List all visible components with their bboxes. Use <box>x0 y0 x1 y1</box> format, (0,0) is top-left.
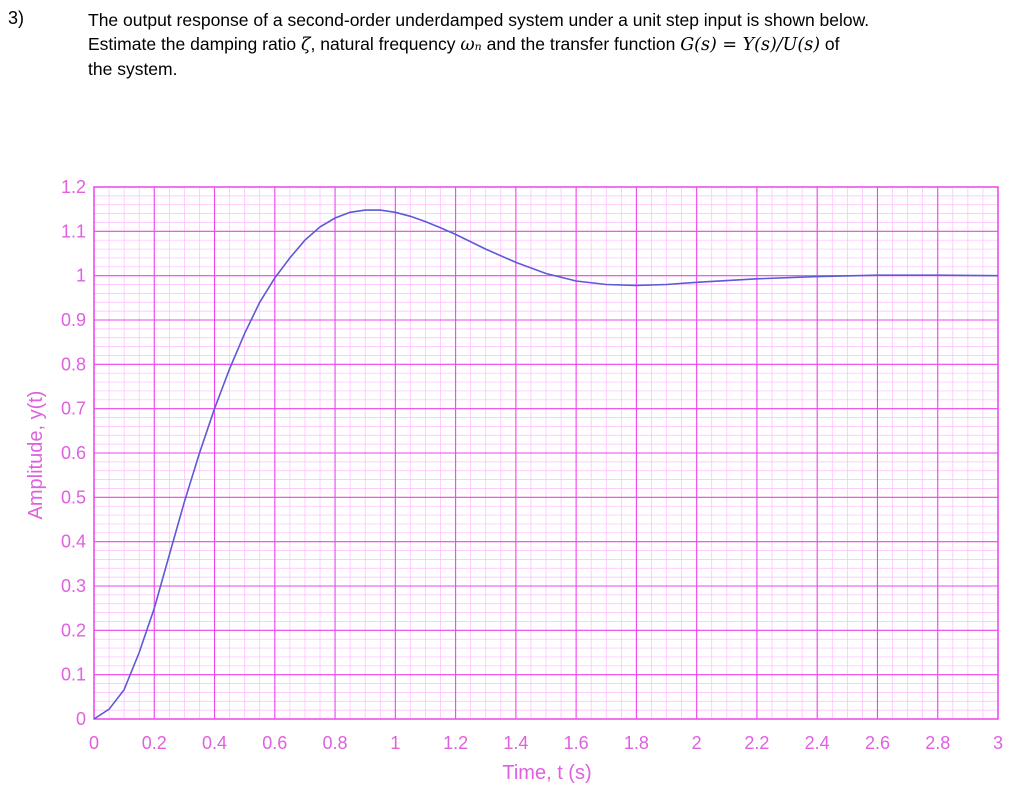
question-line-2-start: Estimate the damping ratio <box>88 34 302 54</box>
y-axis-label: Amplitude, y(t) <box>25 391 47 520</box>
transfer-function: G(s) = Y(s)/U(s) <box>680 35 821 55</box>
x-tick-label: 1.2 <box>443 733 468 753</box>
y-tick-label: 0.7 <box>61 399 86 419</box>
y-tick-label: 0.9 <box>61 310 86 330</box>
question-text: The output response of a second-order un… <box>88 8 1013 81</box>
question-line-1: The output response of a second-order un… <box>88 10 870 30</box>
x-tick-label: 0.4 <box>202 733 227 753</box>
x-tick-label: 2 <box>692 733 702 753</box>
y-tick-label: 0.3 <box>61 576 86 596</box>
x-tick-labels: 0 0.2 0.4 0.6 0.8 1 1.2 1.4 1.6 1.8 2 2.2 2.4 2.6 2.8 3 <box>89 733 1003 753</box>
x-tick-label: 2.2 <box>744 733 769 753</box>
x-tick-label: 0.2 <box>142 733 167 753</box>
y-tick-label: 0.2 <box>61 620 86 640</box>
y-tick-label: 1.1 <box>61 221 86 241</box>
x-tick-label: 0.8 <box>323 733 348 753</box>
y-tick-label: 0.8 <box>61 354 86 374</box>
question-line-3: the system. <box>88 59 178 79</box>
x-tick-label: 0 <box>89 733 99 753</box>
x-tick-label: 3 <box>993 733 1003 753</box>
x-tick-label: 1 <box>390 733 400 753</box>
y-tick-label: 0.5 <box>61 487 86 507</box>
y-tick-label: 0.6 <box>61 443 86 463</box>
x-tick-label: 2.6 <box>865 733 890 753</box>
x-tick-label: 1.4 <box>503 733 528 753</box>
y-tick-labels: 0 0.1 0.2 0.3 0.4 0.5 0.6 0.7 0.8 0.9 1 1.1 1.2 <box>61 177 86 729</box>
omega-symbol: ωₙ <box>460 35 482 55</box>
x-tick-label: 2.8 <box>925 733 950 753</box>
x-tick-label: 0.6 <box>262 733 287 753</box>
y-tick-label: 0 <box>76 709 86 729</box>
y-tick-label: 1 <box>76 266 86 286</box>
x-tick-label: 1.6 <box>564 733 589 753</box>
y-tick-label: 0.4 <box>61 532 86 552</box>
question-line-2-mid: and the transfer function <box>481 34 681 54</box>
response-curve <box>93 209 999 720</box>
question-number: 3) <box>8 8 25 28</box>
y-tick-label: 1.2 <box>61 177 86 197</box>
question-line-2-end: of <box>820 34 840 54</box>
x-axis-label: Time, t (s) <box>502 762 591 784</box>
question-line-2: Estimate the damping ratio ζ, natural fr… <box>88 32 1013 57</box>
x-tick-label: 1.8 <box>624 733 649 753</box>
y-tick-label: 0.1 <box>61 665 86 685</box>
x-tick-label: 2.4 <box>805 733 830 753</box>
question-line-2-comma: , natural frequency <box>310 34 461 54</box>
plot-frame <box>93 186 999 720</box>
zeta-symbol: ζ <box>301 35 311 55</box>
